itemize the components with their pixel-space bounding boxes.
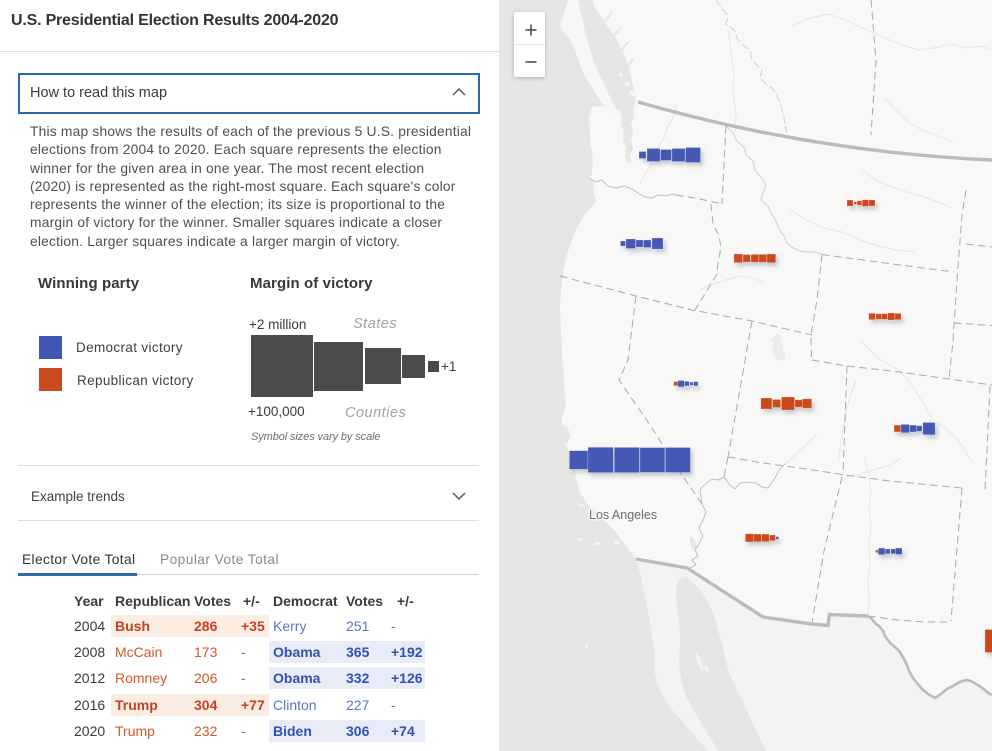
svg-text:Los Angeles: Los Angeles [589,508,657,522]
